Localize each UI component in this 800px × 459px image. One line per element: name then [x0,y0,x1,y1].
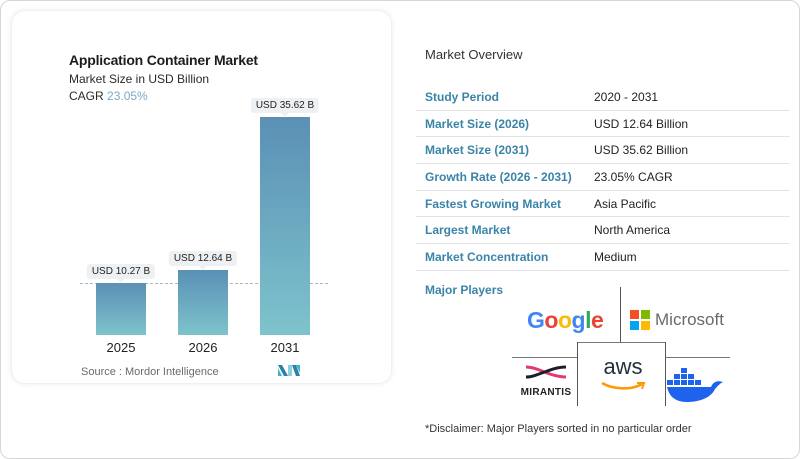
overview-value: USD 35.62 Billion [594,143,689,158]
overview-key: Market Concentration [425,250,549,265]
mirantis-logo: MIRANTIS [519,364,573,398]
logo-divider [665,342,666,406]
overview-row-market-size-2026: Market Size (2026) USD 12.64 Billion [416,111,790,138]
overview-value: 23.05% CAGR [594,170,673,185]
overview-row-market-size-2031: Market Size (2031) USD 35.62 Billion [416,137,790,165]
google-logo: Google [527,307,604,333]
overview-row-study-period: Study Period 2020 - 2031 [416,84,790,111]
overview-key: Largest Market [425,223,511,238]
overview-value: USD 12.64 Billion [594,116,689,131]
overview-value: Asia Pacific [594,196,657,211]
market-overview-table: Study Period 2020 - 2031 Market Size (20… [416,84,790,271]
x-tick-2026: 2026 [188,340,218,355]
aws-wordmark: aws [603,354,643,379]
bar-2026 [178,270,228,335]
x-tick-2031: 2031 [270,340,300,355]
docker-whale-icon [667,368,723,402]
bar-value-label-2025: USD 10.27 B [86,264,156,283]
overview-row-concentration: Market Concentration Medium [416,244,790,271]
mirantis-wordmark: MIRANTIS [520,387,572,398]
bar-value-label-2026: USD 12.64 B [168,251,238,270]
cagr-line: CAGR 23.05% [69,89,148,103]
microsoft-squares-icon [630,310,650,330]
aws-logo: aws [593,356,653,396]
overview-row-largest-market: Largest Market North America [416,217,790,245]
bar-2031 [260,117,310,335]
overview-value: North America [594,223,671,238]
overview-value: 2020 - 2031 [594,90,659,104]
overview-key: Fastest Growing Market [425,196,562,211]
x-tick-2025: 2025 [106,340,136,355]
microsoft-logo: Microsoft [630,310,724,330]
logo-divider [577,342,665,343]
microsoft-wordmark: Microsoft [655,310,724,329]
disclaimer-text: *Disclaimer: Major Players sorted in no … [425,423,692,435]
mirantis-swoosh-icon [525,365,567,379]
aws-smile-arrow-icon [601,381,646,390]
chart-subtitle: Market Size in USD Billion [69,72,210,86]
cagr-value: 23.05% [107,89,148,103]
overview-row-fastest-growing: Fastest Growing Market Asia Pacific [416,191,790,218]
logo-divider [620,287,621,342]
logo-divider [665,357,730,358]
logo-divider [512,357,577,358]
bar-value-label-2031: USD 35.62 B [250,98,320,117]
source-text: Source : Mordor Intelligence [81,366,219,378]
major-players-label: Major Players [425,283,504,297]
overview-value: Medium [594,250,637,265]
overview-key: Market Size (2026) [425,116,530,131]
cagr-label: CAGR [69,89,104,103]
logo-divider [577,342,578,406]
overview-key: Study Period [425,90,500,104]
chart-title: Application Container Market [69,52,258,68]
overview-row-growth-rate: Growth Rate (2026 - 2031) 23.05% CAGR [416,164,790,191]
bar-2025 [96,283,146,335]
overview-key: Market Size (2031) [425,143,530,158]
mordor-intelligence-logo-icon [278,365,300,376]
market-overview-title: Market Overview [425,47,523,62]
overview-key: Growth Rate (2026 - 2031) [425,170,572,185]
